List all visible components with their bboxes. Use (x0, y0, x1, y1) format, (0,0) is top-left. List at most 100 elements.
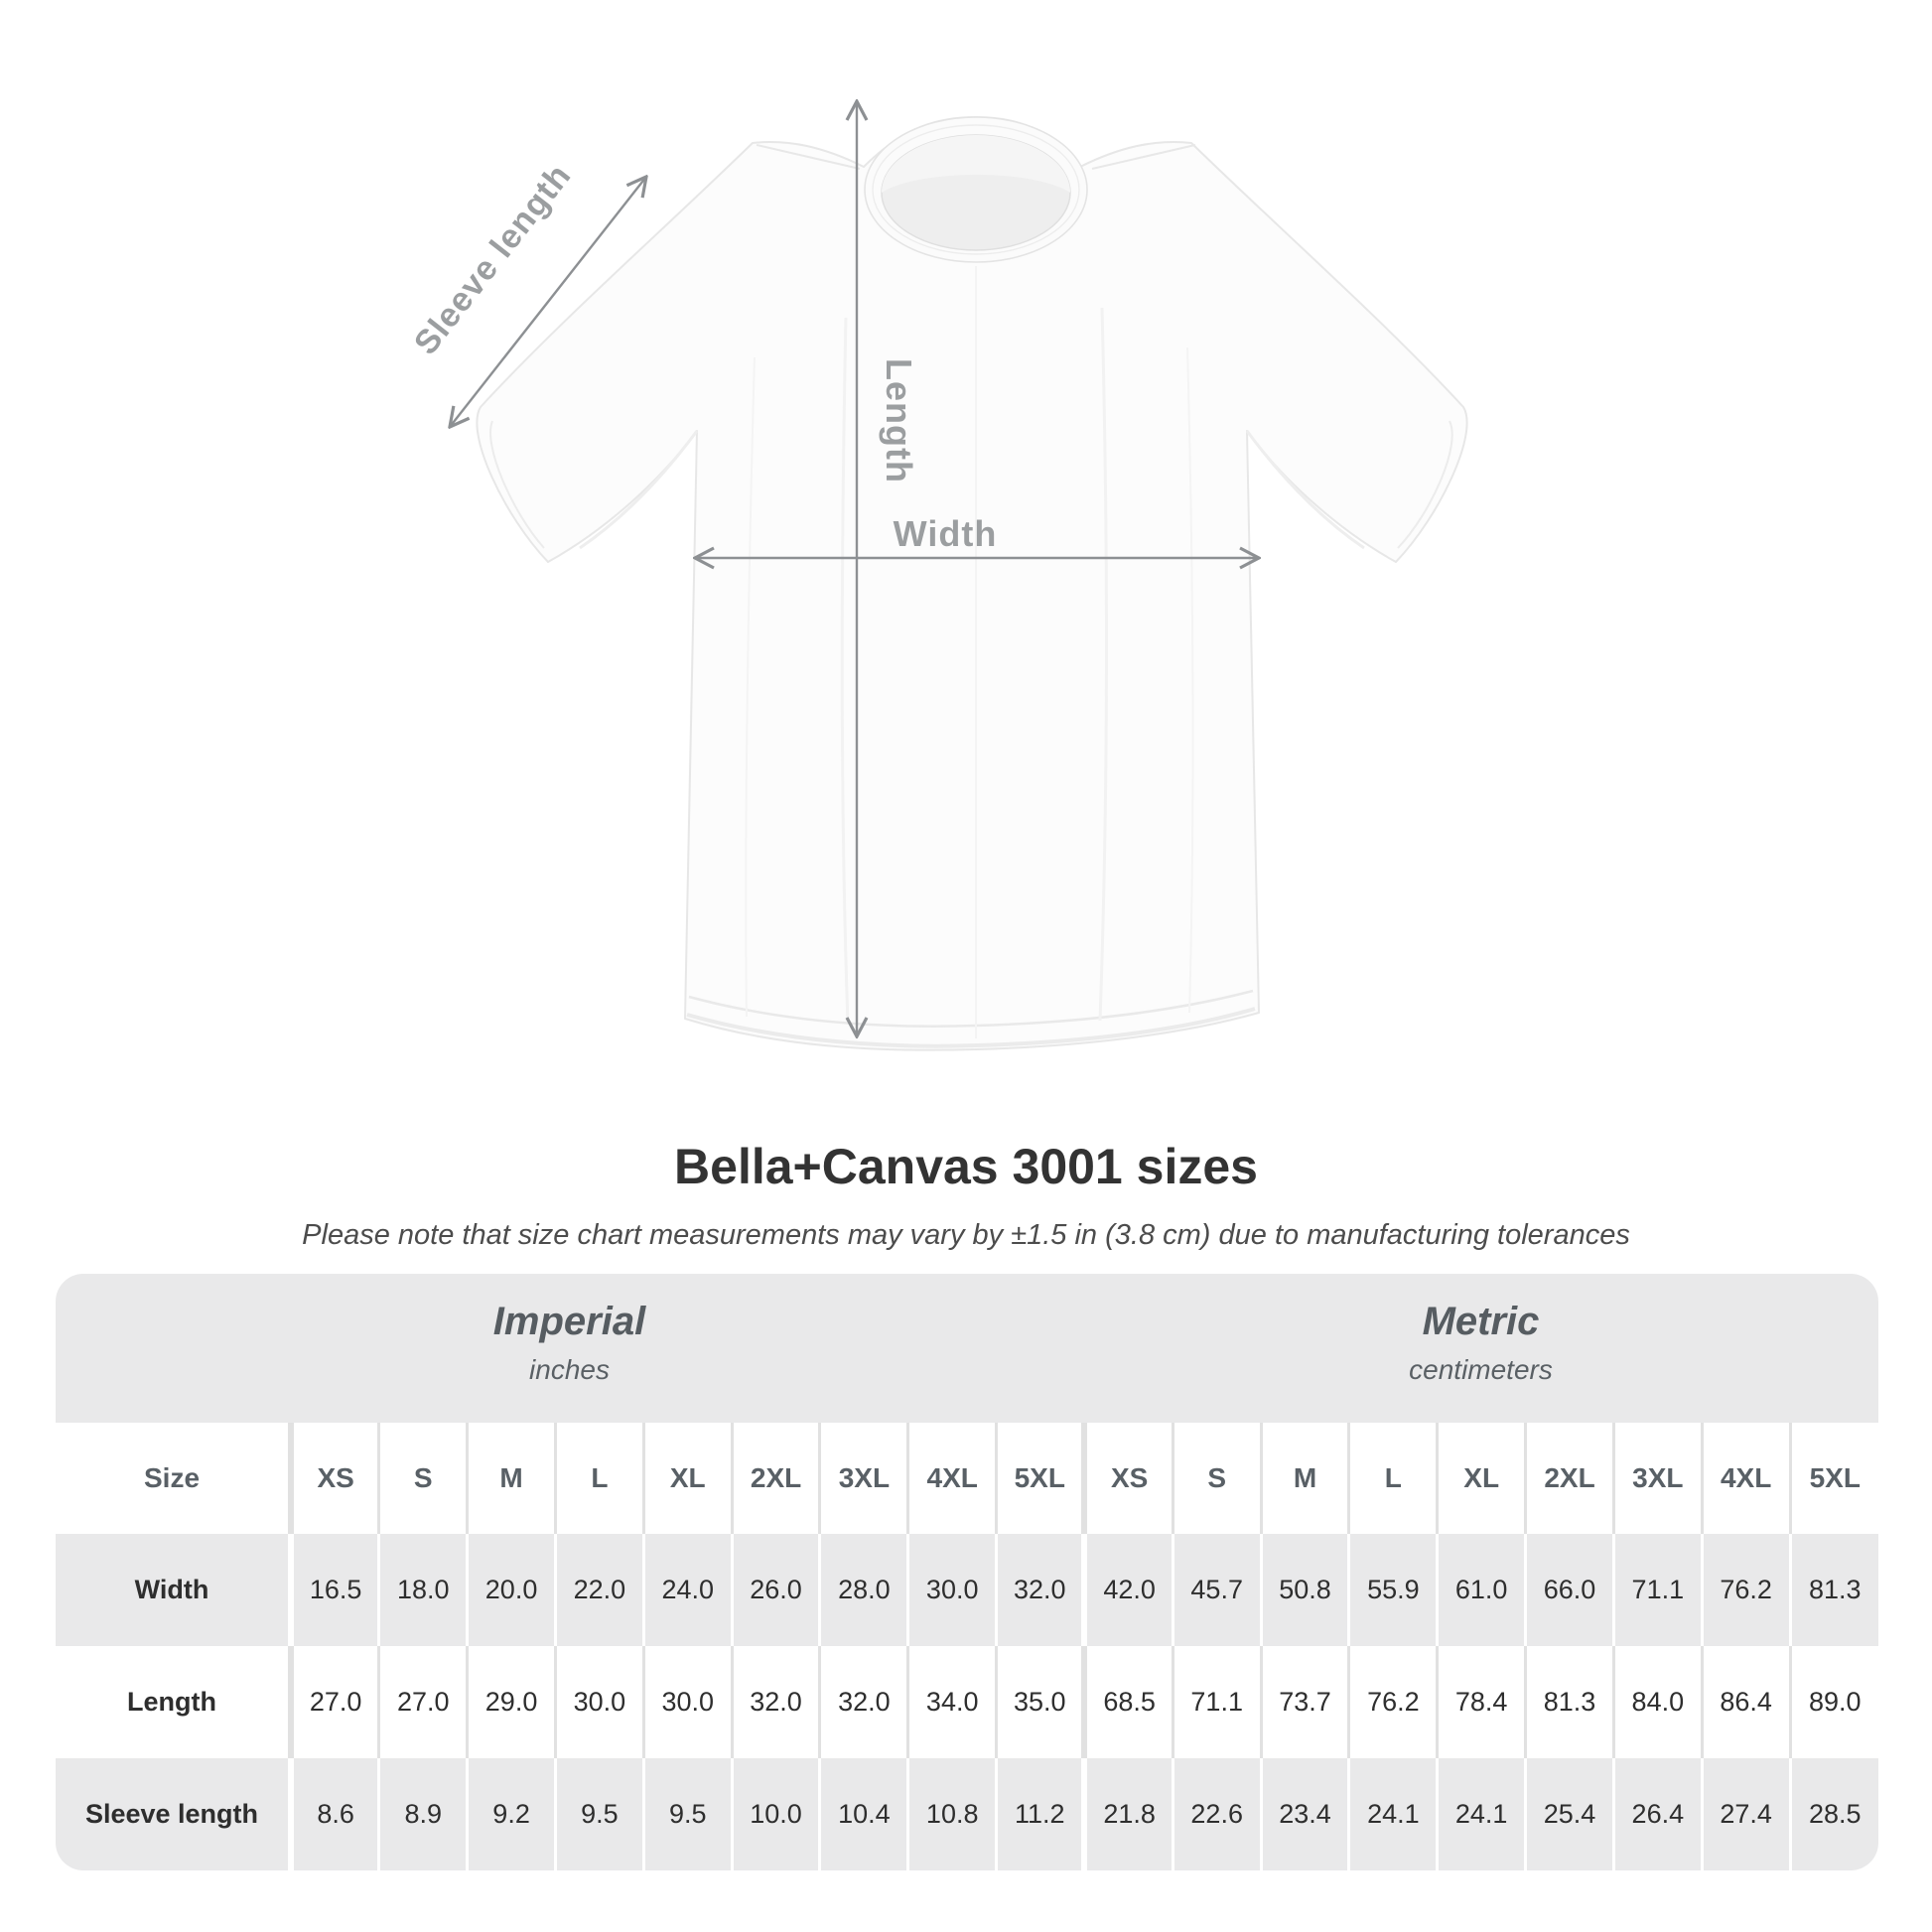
measurement-cell: 8.6 (288, 1758, 379, 1870)
unit-header-band: Imperial inches Metric centimeters (56, 1274, 1878, 1423)
width-label: Width (894, 513, 998, 554)
measurement-cell: 24.0 (641, 1534, 733, 1646)
measurement-cell: 9.5 (553, 1758, 644, 1870)
measurement-cell: 34.0 (906, 1646, 997, 1758)
size-table: Imperial inches Metric centimeters Size X… (56, 1274, 1878, 1870)
measurement-cell: 8.9 (377, 1758, 468, 1870)
measurement-cell: 24.1 (1436, 1758, 1526, 1870)
seam-lines (489, 144, 1453, 1048)
size-column-header: Size (143, 1462, 201, 1493)
imperial-header: Imperial inches (56, 1274, 1083, 1423)
imperial-unit: inches (529, 1354, 610, 1385)
measurement-cell: 27.0 (377, 1646, 468, 1758)
table-row: Sleeve length 8.6 8.9 9.2 9.5 9.5 10.0 10.4 10.8… (56, 1758, 1878, 1870)
measurement-cell: 71.1 (1611, 1534, 1703, 1646)
collar (864, 116, 1088, 263)
measurement-cell: 18.0 (377, 1534, 468, 1646)
row-label: Length (127, 1687, 216, 1717)
tolerance-note: Please note that size chart measurements… (302, 1219, 1630, 1251)
measurement-cell: 30.0 (641, 1646, 733, 1758)
measurement-cell: 66.0 (1524, 1534, 1614, 1646)
size-header-cell: M (1259, 1423, 1349, 1534)
measurement-cell: 23.4 (1259, 1758, 1349, 1870)
measurement-cell: 10.0 (730, 1758, 820, 1870)
measurement-cell: 55.9 (1347, 1534, 1438, 1646)
measurement-cell: 35.0 (995, 1646, 1085, 1758)
size-header-cell: S (377, 1423, 468, 1534)
size-header-cell: 2XL (1524, 1423, 1614, 1534)
measurement-cell: 76.2 (1347, 1646, 1438, 1758)
measurement-cell: 73.7 (1259, 1646, 1349, 1758)
size-grid: Size XS S M L XL 2XL 3XL 4XL 5XL XS S M L XL 2XL 3XL 4XL 5… (56, 1423, 1878, 1870)
size-header-cell: 4XL (1700, 1423, 1791, 1534)
tshirt-diagram: Sleeve length Length Width (407, 0, 1468, 1051)
measurement-cell: 21.8 (1081, 1758, 1173, 1870)
sleeve-length-arrow (450, 177, 646, 427)
length-label: Length (879, 358, 919, 483)
measurement-cell: 76.2 (1700, 1534, 1791, 1646)
measurement-cell: 61.0 (1436, 1534, 1526, 1646)
measurement-cell: 32.0 (730, 1646, 820, 1758)
measurement-cell: 10.8 (906, 1758, 997, 1870)
measurement-cell: 28.0 (818, 1534, 908, 1646)
measurement-cell: 71.1 (1171, 1646, 1262, 1758)
size-header-cell: 5XL (995, 1423, 1085, 1534)
measurement-cell: 26.4 (1611, 1758, 1703, 1870)
size-header-cell: L (1347, 1423, 1438, 1534)
measurement-cell: 26.0 (730, 1534, 820, 1646)
measurement-cell: 32.0 (995, 1534, 1085, 1646)
measurement-arrows (450, 101, 1259, 1036)
measurement-cell: 84.0 (1611, 1646, 1703, 1758)
metric-label: Metric (1422, 1300, 1540, 1343)
measurement-cell: 27.4 (1700, 1758, 1791, 1870)
metric-unit: centimeters (1409, 1354, 1553, 1385)
tshirt-illustration (476, 116, 1468, 1051)
size-header-cell: 4XL (906, 1423, 997, 1534)
measurement-cell: 27.0 (288, 1646, 379, 1758)
measurement-cell: 16.5 (288, 1534, 379, 1646)
sleeve-length-label: Sleeve length (407, 157, 579, 361)
size-header-cell: L (553, 1423, 644, 1534)
measurement-cell: 25.4 (1524, 1758, 1614, 1870)
measurement-cell: 42.0 (1081, 1534, 1173, 1646)
imperial-label: Imperial (492, 1300, 646, 1343)
measurement-cell: 81.3 (1524, 1646, 1614, 1758)
size-header-cell: 3XL (818, 1423, 908, 1534)
measurement-cell: 86.4 (1700, 1646, 1791, 1758)
measurement-cell: 29.0 (466, 1646, 556, 1758)
size-header-cell: XS (1081, 1423, 1173, 1534)
measurement-cell: 81.3 (1788, 1534, 1878, 1646)
size-header-cell: 3XL (1611, 1423, 1703, 1534)
size-header-cell: S (1171, 1423, 1262, 1534)
page-title: Bella+Canvas 3001 sizes (674, 1139, 1258, 1194)
table-row: Length 27.0 27.0 29.0 30.0 30.0 32.0 32.0 34.0 35… (56, 1646, 1878, 1758)
measurement-cell: 68.5 (1081, 1646, 1173, 1758)
measurement-cell: 22.6 (1171, 1758, 1262, 1870)
measurement-cell: 22.0 (553, 1534, 644, 1646)
measurement-cell: 30.0 (906, 1534, 997, 1646)
size-header-cell: M (466, 1423, 556, 1534)
size-header-cell: 5XL (1788, 1423, 1878, 1534)
size-header-cell: XS (288, 1423, 379, 1534)
measurement-cell: 78.4 (1436, 1646, 1526, 1758)
measurement-cell: 89.0 (1788, 1646, 1878, 1758)
row-label: Sleeve length (84, 1799, 259, 1829)
size-header-cell: XL (1436, 1423, 1526, 1534)
measurement-cell: 32.0 (818, 1646, 908, 1758)
row-label: Width (134, 1575, 209, 1604)
measurement-cell: 11.2 (995, 1758, 1085, 1870)
measurement-cell: 30.0 (553, 1646, 644, 1758)
table-row: Size XS S M L XL 2XL 3XL 4XL 5XL XS S M L XL 2XL 3XL 4XL 5… (56, 1423, 1878, 1534)
measurement-cell: 24.1 (1347, 1758, 1438, 1870)
measurement-cell: 10.4 (818, 1758, 908, 1870)
measurement-cell: 28.5 (1788, 1758, 1878, 1870)
size-header-cell: 2XL (730, 1423, 820, 1534)
size-header-cell: XL (641, 1423, 733, 1534)
metric-header: Metric centimeters (1083, 1274, 1878, 1423)
measurement-cell: 9.2 (466, 1758, 556, 1870)
measurement-cell: 9.5 (641, 1758, 733, 1870)
measurement-cell: 50.8 (1259, 1534, 1349, 1646)
measurement-cell: 20.0 (466, 1534, 556, 1646)
measurement-cell: 45.7 (1171, 1534, 1262, 1646)
table-row: Width 16.5 18.0 20.0 22.0 24.0 26.0 28.0 30.0 32.… (56, 1534, 1878, 1646)
